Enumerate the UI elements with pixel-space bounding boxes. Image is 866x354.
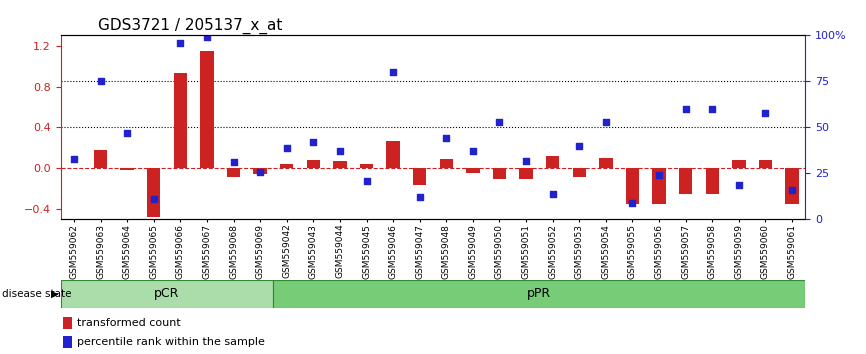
Point xyxy=(599,119,613,125)
Point xyxy=(759,110,772,115)
Text: pCR: pCR xyxy=(154,287,180,300)
Bar xyxy=(333,161,346,169)
Point xyxy=(732,182,746,187)
Point xyxy=(94,79,107,84)
Point xyxy=(333,149,346,154)
Bar xyxy=(254,169,267,175)
Point xyxy=(519,158,533,164)
Bar xyxy=(120,169,133,170)
Point xyxy=(200,34,214,40)
Bar xyxy=(759,160,772,169)
Point xyxy=(146,196,160,202)
Point xyxy=(227,160,241,165)
Point xyxy=(359,178,373,184)
Point xyxy=(173,40,187,46)
Bar xyxy=(626,169,639,204)
Bar xyxy=(63,318,73,329)
Bar xyxy=(572,169,586,177)
Point xyxy=(572,143,586,149)
Bar xyxy=(280,164,294,169)
Bar xyxy=(520,169,533,178)
Bar xyxy=(147,169,160,217)
Bar xyxy=(440,159,453,169)
FancyBboxPatch shape xyxy=(61,280,274,308)
Bar xyxy=(466,169,480,173)
Bar xyxy=(386,141,400,169)
Point xyxy=(493,119,507,125)
FancyBboxPatch shape xyxy=(274,280,805,308)
Text: disease state: disease state xyxy=(2,289,71,299)
Bar xyxy=(360,164,373,169)
Text: percentile rank within the sample: percentile rank within the sample xyxy=(77,337,265,347)
Bar xyxy=(785,169,798,204)
Point xyxy=(785,187,799,193)
Text: pPR: pPR xyxy=(527,287,552,300)
Bar xyxy=(493,169,506,178)
Point xyxy=(705,106,719,112)
Text: ▶: ▶ xyxy=(51,289,59,299)
Bar xyxy=(733,160,746,169)
Bar xyxy=(200,51,214,169)
Point xyxy=(679,106,693,112)
Bar xyxy=(174,73,187,169)
Bar xyxy=(227,169,240,177)
Bar xyxy=(307,160,320,169)
Point xyxy=(120,130,134,136)
Point xyxy=(466,149,480,154)
Text: transformed count: transformed count xyxy=(77,318,181,329)
Bar xyxy=(94,150,107,169)
Point xyxy=(652,172,666,178)
Point xyxy=(413,195,427,200)
Bar xyxy=(599,158,612,169)
Bar xyxy=(706,169,719,194)
Point xyxy=(386,69,400,75)
Bar xyxy=(63,336,73,348)
Point xyxy=(280,145,294,150)
Point xyxy=(67,156,81,161)
Bar xyxy=(413,169,426,185)
Text: GDS3721 / 205137_x_at: GDS3721 / 205137_x_at xyxy=(98,18,282,34)
Bar xyxy=(652,169,666,204)
Point xyxy=(546,191,559,196)
Point xyxy=(253,169,267,175)
Point xyxy=(307,139,320,145)
Point xyxy=(625,200,639,206)
Bar xyxy=(679,169,692,194)
Bar xyxy=(546,156,559,169)
Point xyxy=(439,136,453,141)
